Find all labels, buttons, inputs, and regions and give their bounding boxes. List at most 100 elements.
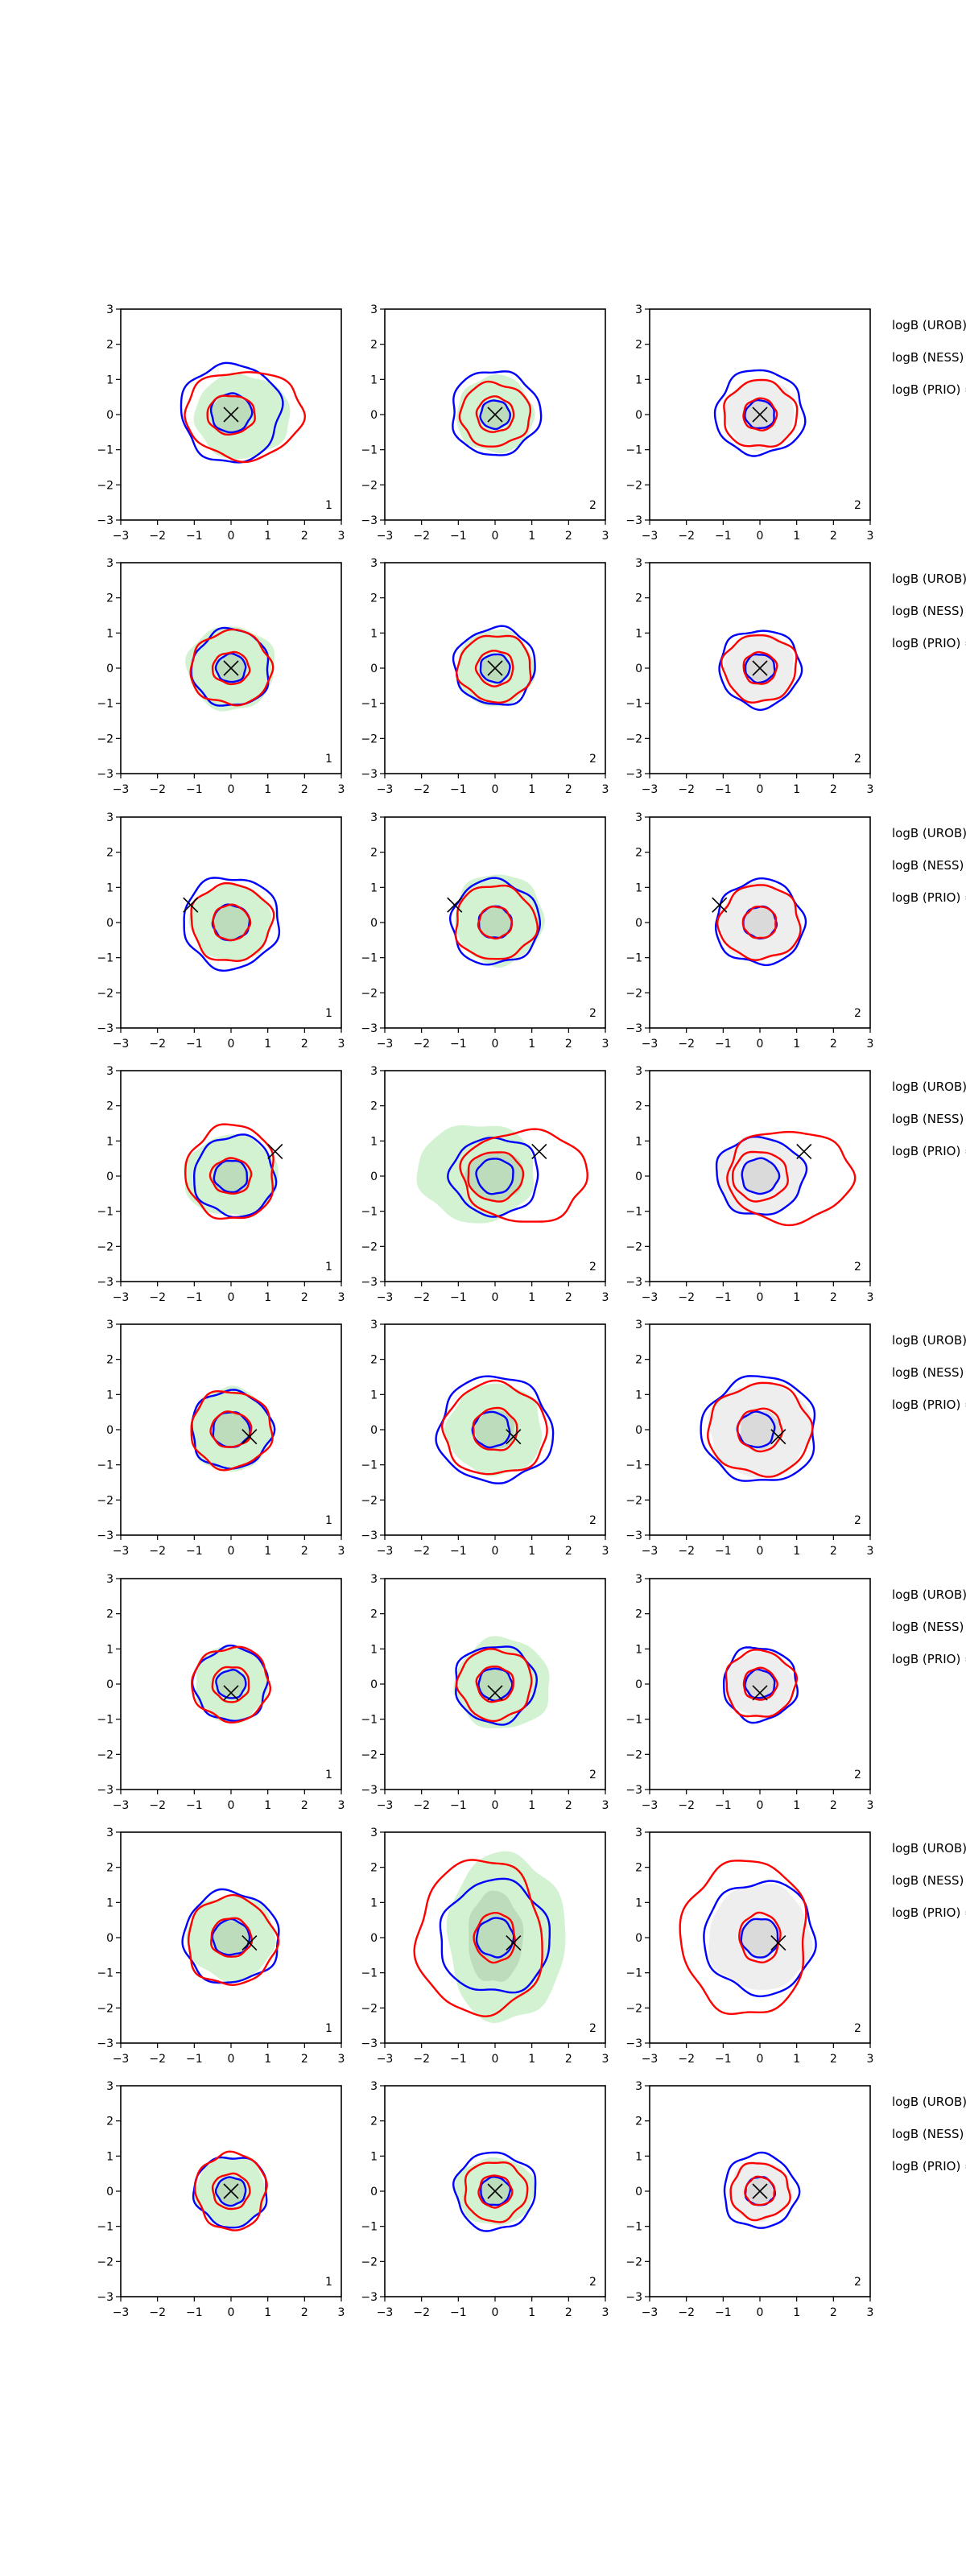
red-contour [707,1381,814,1478]
x-tick-label: −2 [678,783,695,796]
logb-label: logB (NESS) = [892,350,966,365]
y-tick-label: 0 [635,1170,642,1183]
blue-contour [741,1157,781,1195]
true-value-marker [267,1143,283,1159]
x-tick-label: 0 [492,2053,499,2066]
red-contour [191,1645,272,1724]
y-tick-label: −3 [361,2291,378,2304]
x-tick-label: −3 [113,1545,130,1558]
y-tick-label: 0 [370,1170,378,1183]
x-tick-label: 2 [565,1545,572,1558]
y-tick-label: −1 [97,444,114,457]
blue-contour [213,1159,249,1194]
y-tick-label: −1 [97,2221,114,2234]
logb-label: logB (PRIO) = [892,890,966,905]
contour-panel: 2 −3 −2 −1 0 1 2 3 3 2 1 0 −1 −2 −3 [361,1065,609,1304]
y-tick-label: −1 [625,698,642,711]
x-tick-label: 1 [264,1799,271,1812]
y-tick-label: −1 [97,1967,114,1979]
x-tick-label: −2 [678,1038,695,1051]
red-contour [679,1859,807,2015]
y-tick-label: −1 [97,698,114,711]
true-value-marker [242,1934,258,1951]
density-fill [213,1920,250,1956]
x-tick-label: 1 [528,1291,535,1304]
x-tick-label: 3 [602,2306,609,2319]
y-tick-label: −2 [361,733,378,746]
panel-label: 2 [589,1261,597,1274]
y-tick-label: 1 [635,1389,642,1402]
y-tick-label: −2 [361,1241,378,1253]
y-tick-label: −2 [97,1495,114,1508]
x-tick-label: −3 [642,1545,658,1558]
x-tick-label: −1 [715,2306,732,2319]
red-contour [184,371,307,464]
red-contour [188,1893,280,1986]
panel-label: 2 [854,2276,861,2289]
logb-label: logB (NESS) = [892,1365,966,1381]
true-value-marker [223,1684,239,1700]
density-fill [474,1410,515,1449]
y-tick-label: −3 [625,514,642,527]
y-tick-label: −3 [97,1022,114,1035]
blue-contour [715,1135,808,1216]
y-tick-label: 1 [635,1135,642,1148]
y-tick-label: 3 [635,1319,642,1331]
y-tick-label: −1 [625,1459,642,1472]
y-tick-label: −1 [625,2221,642,2234]
x-tick-label: −2 [149,2053,166,2066]
y-tick-label: 0 [635,1932,642,1945]
logb-label: logB (NESS) = [892,1872,966,1888]
y-tick-label: 1 [370,374,378,386]
y-tick-label: −3 [97,768,114,781]
y-tick-label: −2 [361,2002,378,2015]
true-value-marker [506,1429,522,1445]
x-tick-label: 2 [565,1038,572,1051]
x-tick-label: −1 [450,2053,467,2066]
y-tick-label: 3 [635,811,642,824]
true-value-marker [487,660,503,676]
y-tick-label: 3 [370,2080,378,2093]
x-tick-label: 1 [793,2053,800,2066]
y-tick-label: 1 [370,1135,378,1148]
x-tick-label: −1 [450,1799,467,1812]
x-tick-label: −2 [149,530,166,543]
x-tick-label: 1 [528,1799,535,1812]
x-tick-label: −2 [413,2306,430,2319]
x-tick-label: −3 [113,783,130,796]
y-tick-label: −2 [625,2256,642,2268]
y-tick-label: 0 [635,1424,642,1437]
x-tick-label: −2 [413,1038,430,1051]
x-tick-label: 0 [492,530,499,543]
contour-panel: 2 −3 −2 −1 0 1 2 3 3 2 1 0 −1 −2 −3 [625,1065,873,1304]
contour-panel: 1 −3 −2 −1 0 1 2 3 3 2 1 0 −1 −2 −3 [97,1319,345,1558]
x-tick-label: 3 [602,1545,609,1558]
y-tick-label: 3 [106,811,114,824]
x-tick-label: −2 [678,2053,695,2066]
x-tick-label: −3 [113,1038,130,1051]
blue-contour [475,1917,515,1959]
x-tick-label: 2 [830,530,837,543]
x-tick-label: −3 [642,1799,658,1812]
red-contour [737,1407,783,1453]
logb-label: logB (PRIO) = [892,382,966,397]
density-fill [741,1918,778,1958]
x-tick-label: 0 [228,2053,235,2066]
x-tick-label: −3 [113,1291,130,1304]
y-tick-label: 0 [370,2186,378,2198]
red-contour [720,634,798,704]
x-tick-label: 0 [492,2306,499,2319]
y-tick-label: 3 [370,557,378,570]
blue-contour [744,1668,776,1699]
x-tick-label: −2 [149,783,166,796]
blue-contour [723,2151,801,2229]
y-tick-label: 1 [106,628,114,641]
y-tick-label: 1 [106,2150,114,2163]
logb-label: logB (PRIO) = [892,1905,966,1920]
x-tick-label: 1 [528,2306,535,2319]
y-tick-label: 0 [635,1678,642,1691]
y-tick-label: 3 [635,2080,642,2093]
blue-contour [471,1410,511,1449]
x-tick-label: 2 [830,783,837,796]
x-tick-label: 1 [793,1038,800,1051]
